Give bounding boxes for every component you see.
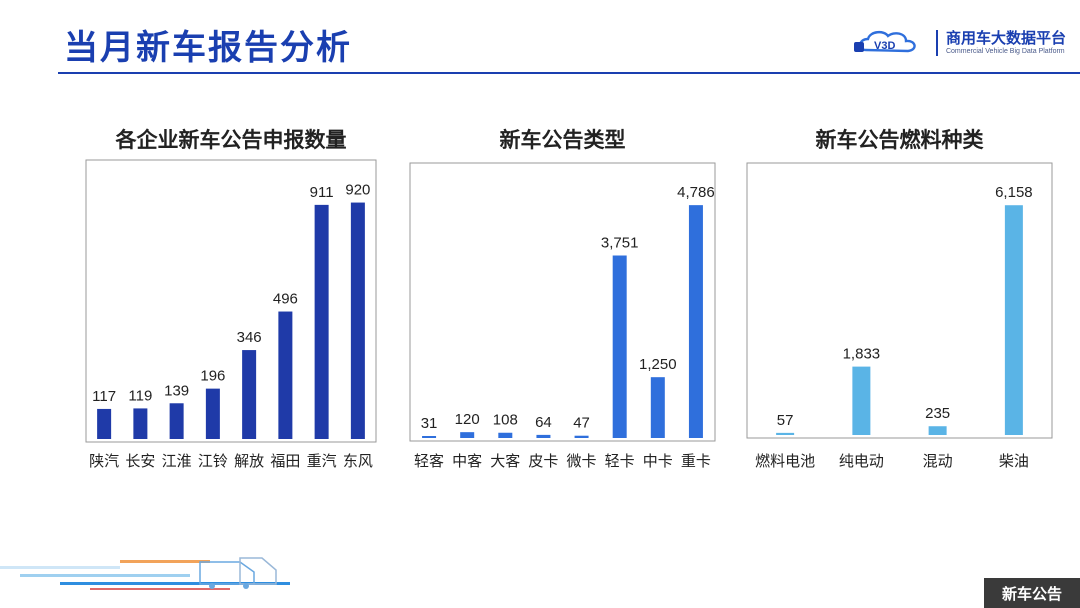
chart3-title: 新车公告燃料种类: [815, 128, 984, 152]
chart1-bar: [350, 202, 365, 439]
chart3-category-label: 纯电动: [839, 452, 884, 470]
chart1-value-label: 911: [310, 184, 334, 201]
chart1-value-label: 496: [273, 291, 298, 308]
chart2-category-label: 大客: [490, 452, 520, 470]
chart3-bar: [1004, 205, 1023, 435]
chart2-value-label: 64: [535, 414, 552, 431]
chart2-category-label: 中客: [452, 452, 482, 470]
truck-decoration-icon: [0, 557, 290, 590]
chart1-title: 各企业新车公告申报数量: [115, 128, 347, 152]
chart2-category-label: 微卡: [567, 452, 597, 470]
chart2-category-label: 重卡: [681, 452, 711, 470]
chart1-category-label: 陕汽: [89, 452, 119, 470]
chart2-value-label: 31: [421, 415, 438, 432]
chart2-category-label: 轻卡: [605, 452, 635, 470]
chart2-value-label: 3,751: [601, 234, 639, 251]
chart3-category-label: 燃料电池: [755, 452, 815, 470]
chart1-bar: [205, 388, 220, 439]
chart1-category-label: 解放: [234, 452, 264, 470]
chart3-bar: [776, 432, 795, 435]
chart2-bar: [688, 205, 703, 438]
chart1-bar: [169, 403, 184, 439]
chart2-bar: [422, 436, 437, 438]
chart2-frame: [409, 162, 716, 442]
chart2-value-label: 120: [455, 411, 480, 428]
chart2-value-label: 1,250: [639, 356, 677, 373]
chart3-value-label: 6,158: [995, 184, 1033, 201]
chart2-category-label: 轻客: [414, 452, 444, 470]
brand-logo-icon: V3D: [853, 31, 916, 53]
chart1-value-label: 117: [92, 388, 116, 405]
chart2-value-label: 108: [493, 412, 518, 429]
brand-logo-text: V3D: [874, 40, 895, 52]
chart3-category-label: 柴油: [999, 452, 1029, 470]
chart1-value-label: 196: [200, 368, 225, 385]
chart1-bar: [314, 204, 329, 439]
chart1-value-label: 920: [345, 182, 370, 199]
chart3-frame: [746, 162, 1053, 439]
chart1-value-label: 139: [164, 382, 189, 399]
chart1-bar: [97, 408, 112, 439]
chart1-category-label: 东风: [343, 452, 373, 470]
footer-tag: 新车公告: [984, 578, 1080, 608]
chart2-bar: [498, 432, 513, 438]
chart1-category-label: 重汽: [307, 452, 337, 470]
chart2-bar: [612, 255, 627, 438]
chart3-value-label: 1,833: [843, 346, 881, 363]
chart3-value-label: 235: [925, 405, 950, 422]
chart1-category-label: 江铃: [198, 452, 228, 470]
chart1-category-label: 福田: [270, 452, 300, 470]
brand-separator: [935, 30, 938, 56]
chart2-bar: [536, 434, 551, 438]
brand-name: 商用车大数据平台: [945, 29, 1066, 47]
chart1-category-label: 江淮: [162, 452, 192, 470]
chart1-bar: [278, 311, 293, 439]
page-title: 当月新车报告分析: [64, 28, 352, 68]
chart1-value-label: 346: [237, 329, 262, 346]
chart2-title: 新车公告类型: [499, 128, 626, 152]
chart2-bar: [650, 377, 665, 438]
header-rule: [58, 72, 1080, 74]
chart1-bar: [133, 408, 148, 439]
brand-block: V3D 商用车大数据平台 Commercial Vehicle Big Data…: [852, 26, 1066, 60]
chart2-bar: [460, 432, 475, 438]
chart3-value-label: 57: [777, 412, 794, 429]
chart2-category-label: 中卡: [643, 452, 673, 470]
chart2-value-label: 47: [573, 415, 590, 432]
chart3-bar: [852, 366, 871, 435]
chart1-category-label: 长安: [125, 452, 155, 470]
chart2-category-label: 皮卡: [528, 452, 558, 470]
chart3-category-label: 混动: [923, 452, 953, 470]
chart2-value-label: 4,786: [677, 184, 715, 201]
chart1-bar: [242, 350, 257, 439]
chart3-bar: [928, 426, 947, 435]
chart2-bar: [574, 435, 589, 438]
brand-subtitle: Commercial Vehicle Big Data Platform: [945, 48, 1065, 55]
chart1-value-label: 119: [128, 387, 152, 404]
brand-text: 商用车大数据平台 Commercial Vehicle Big Data Pla…: [946, 30, 1066, 56]
